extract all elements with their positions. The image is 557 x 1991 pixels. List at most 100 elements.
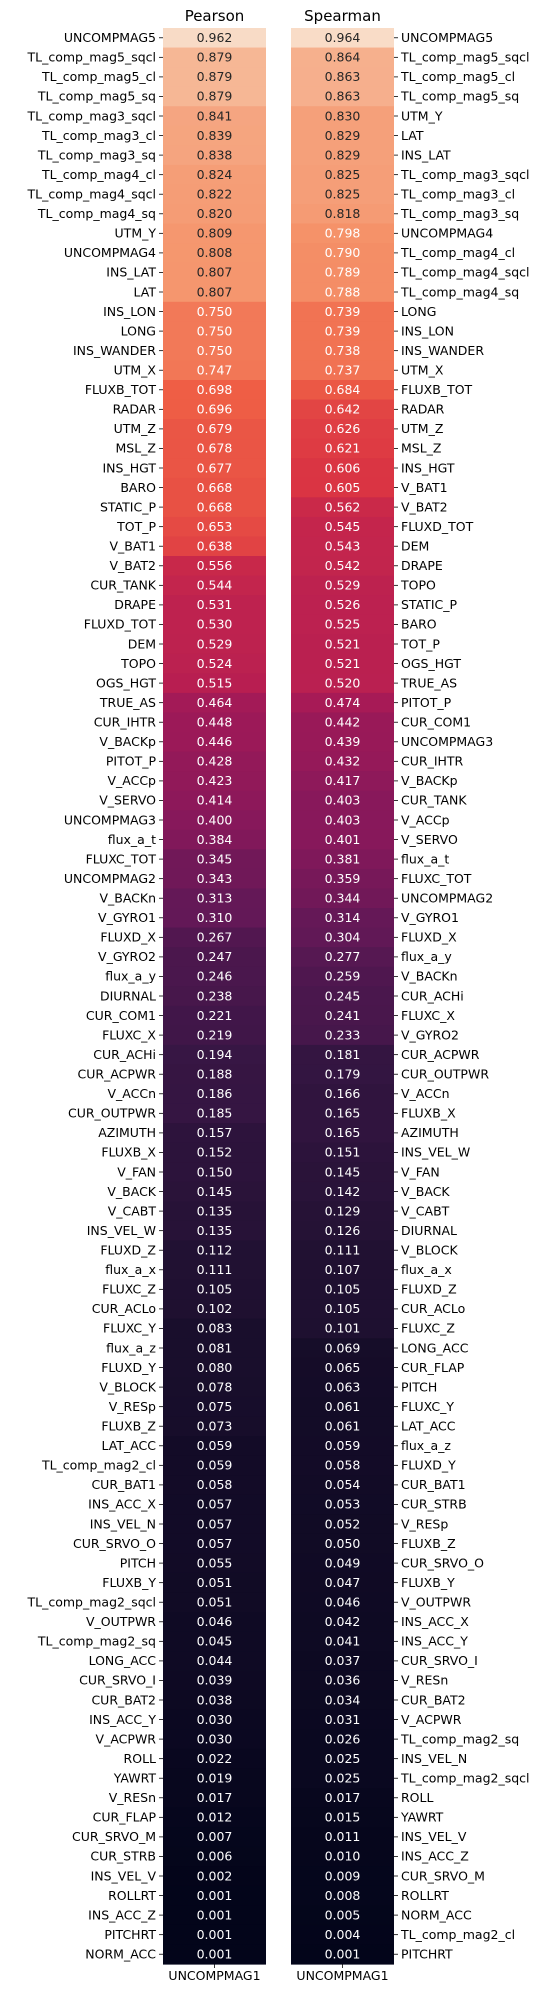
cell-value-label: 0.529 <box>197 636 233 651</box>
row-label: CUR_SRVO_M <box>72 1829 156 1844</box>
row-label: V_GYRO1 <box>401 910 459 925</box>
pearson-row-labels: UNCOMPMAG5 TL_comp_mag5_sqcl TL_comp_mag5_… <box>27 30 215 1968</box>
heatmap-cell <box>163 301 266 322</box>
row-label: INS_HGT <box>401 460 455 475</box>
cell-value-label: 0.069 <box>325 1340 361 1355</box>
pearson-cells: 0.962 0.879 0.879 0.879 0.841 0.839 0.838 0.824… <box>163 28 266 1965</box>
heatmap-cell <box>291 1201 394 1222</box>
heatmap-cell <box>291 732 394 753</box>
row-label: V_ACCp <box>107 773 156 788</box>
heatmap-cell <box>163 184 266 205</box>
row-label: INS_ACC_Z <box>401 1849 469 1864</box>
cell-value-label: 0.343 <box>197 871 233 886</box>
row-label: UTM_X <box>401 363 444 378</box>
cell-value-label: 0.277 <box>325 949 361 964</box>
row-label: V_ACPWR <box>401 1712 462 1727</box>
cell-value-label: 0.061 <box>325 1399 361 1414</box>
heatmap-cell <box>291 986 394 1007</box>
row-label: FLUXC_Z <box>401 1321 455 1336</box>
cell-value-label: 0.344 <box>325 891 361 906</box>
row-label: TL_comp_mag2_sq <box>37 1634 156 1649</box>
heatmap-cell <box>163 438 266 459</box>
row-label: OGS_HGT <box>96 675 156 690</box>
cell-value-label: 0.017 <box>325 1790 361 1805</box>
row-label: FLUXC_X <box>102 1027 156 1042</box>
row-label: UNCOMPMAG2 <box>64 871 156 886</box>
heatmap-cell <box>291 771 394 792</box>
cell-value-label: 0.359 <box>325 871 361 886</box>
heatmap-cell <box>291 947 394 968</box>
row-label: FLUXC_Y <box>103 1321 156 1336</box>
row-label: CUR_COM1 <box>401 715 471 730</box>
heatmap-cell <box>291 595 394 616</box>
row-label: CUR_BAT1 <box>91 1477 156 1492</box>
row-label: NORM_ACC <box>85 1947 156 1962</box>
heatmap-cell <box>163 771 266 792</box>
heatmap-cell <box>163 262 266 283</box>
cell-value-label: 0.245 <box>325 988 361 1003</box>
row-label: FLUXD_TOT <box>84 617 157 632</box>
row-label: INS_LAT <box>401 147 451 162</box>
heatmap-cell <box>163 1612 266 1633</box>
row-label: LONG_ACC <box>401 1340 469 1355</box>
cell-value-label: 0.179 <box>325 1067 361 1082</box>
cell-value-label: 0.818 <box>325 206 361 221</box>
row-label: UNCOMPMAG4 <box>64 245 156 260</box>
row-label: PITCH <box>401 1379 437 1394</box>
row-label: V_ACCn <box>401 1086 450 1101</box>
row-label: INS_VEL_N <box>401 1751 467 1766</box>
cell-value-label: 0.830 <box>325 108 361 123</box>
row-label: LONG_ACC <box>89 1653 157 1668</box>
row-label: V_ACCp <box>401 812 450 827</box>
heatmap-cell <box>163 145 266 166</box>
cell-value-label: 0.078 <box>197 1379 233 1394</box>
cell-value-label: 0.737 <box>325 363 361 378</box>
spearman-x-label: UNCOMPMAG1 <box>296 1968 388 1983</box>
row-label: AZIMUTH <box>401 1125 459 1140</box>
heatmap-cell <box>163 849 266 870</box>
heatmap-cell <box>291 556 394 577</box>
heatmap-cell <box>291 67 394 88</box>
row-label: V_OUTPWR <box>86 1614 156 1629</box>
heatmap-cell <box>163 1866 266 1887</box>
cell-value-label: 0.384 <box>197 832 233 847</box>
heatmap-cell <box>291 1690 394 1711</box>
cell-value-label: 0.046 <box>197 1614 233 1629</box>
heatmap-cell <box>163 634 266 655</box>
heatmap-cell <box>163 282 266 303</box>
cell-value-label: 0.521 <box>325 636 361 651</box>
heatmap-cell <box>163 164 266 186</box>
row-label: FLUXD_X <box>401 930 457 945</box>
cell-value-label: 0.012 <box>197 1810 233 1825</box>
heatmap-cell <box>163 1142 266 1163</box>
cell-value-label: 0.841 <box>197 108 233 123</box>
row-label: V_GYRO2 <box>98 949 156 964</box>
cell-value-label: 0.186 <box>197 1086 233 1101</box>
cell-value-label: 0.049 <box>325 1555 361 1570</box>
heatmap-cell <box>291 1670 394 1691</box>
cell-value-label: 0.259 <box>325 969 361 984</box>
heatmap-cell <box>291 1846 394 1867</box>
heatmap-cell <box>291 927 394 948</box>
row-label: TL_comp_mag4_cl <box>400 245 515 260</box>
heatmap-cell <box>291 28 394 49</box>
row-label: LAT_ACC <box>401 1419 456 1434</box>
heatmap-cell <box>291 516 394 538</box>
cell-value-label: 0.739 <box>325 304 361 319</box>
heatmap-cell <box>291 1924 394 1946</box>
row-label: CUR_SRVO_M <box>401 1868 485 1883</box>
row-label: DRAPE <box>401 558 443 573</box>
row-label: CUR_TANK <box>401 793 467 808</box>
cell-value-label: 0.017 <box>197 1790 233 1805</box>
heatmap-cell <box>163 1944 266 1965</box>
cell-value-label: 0.863 <box>325 89 361 104</box>
cell-value-label: 0.001 <box>197 1907 233 1922</box>
heatmap-cell <box>291 1612 394 1633</box>
cell-value-label: 0.879 <box>197 69 233 84</box>
heatmap-cell <box>163 1846 266 1867</box>
cell-value-label: 0.142 <box>325 1184 361 1199</box>
cell-value-label: 0.221 <box>197 1008 233 1023</box>
heatmap-cell <box>163 1240 266 1261</box>
row-label: TL_comp_mag2_sqcl <box>400 1771 530 1786</box>
heatmap-cell <box>163 1357 266 1378</box>
